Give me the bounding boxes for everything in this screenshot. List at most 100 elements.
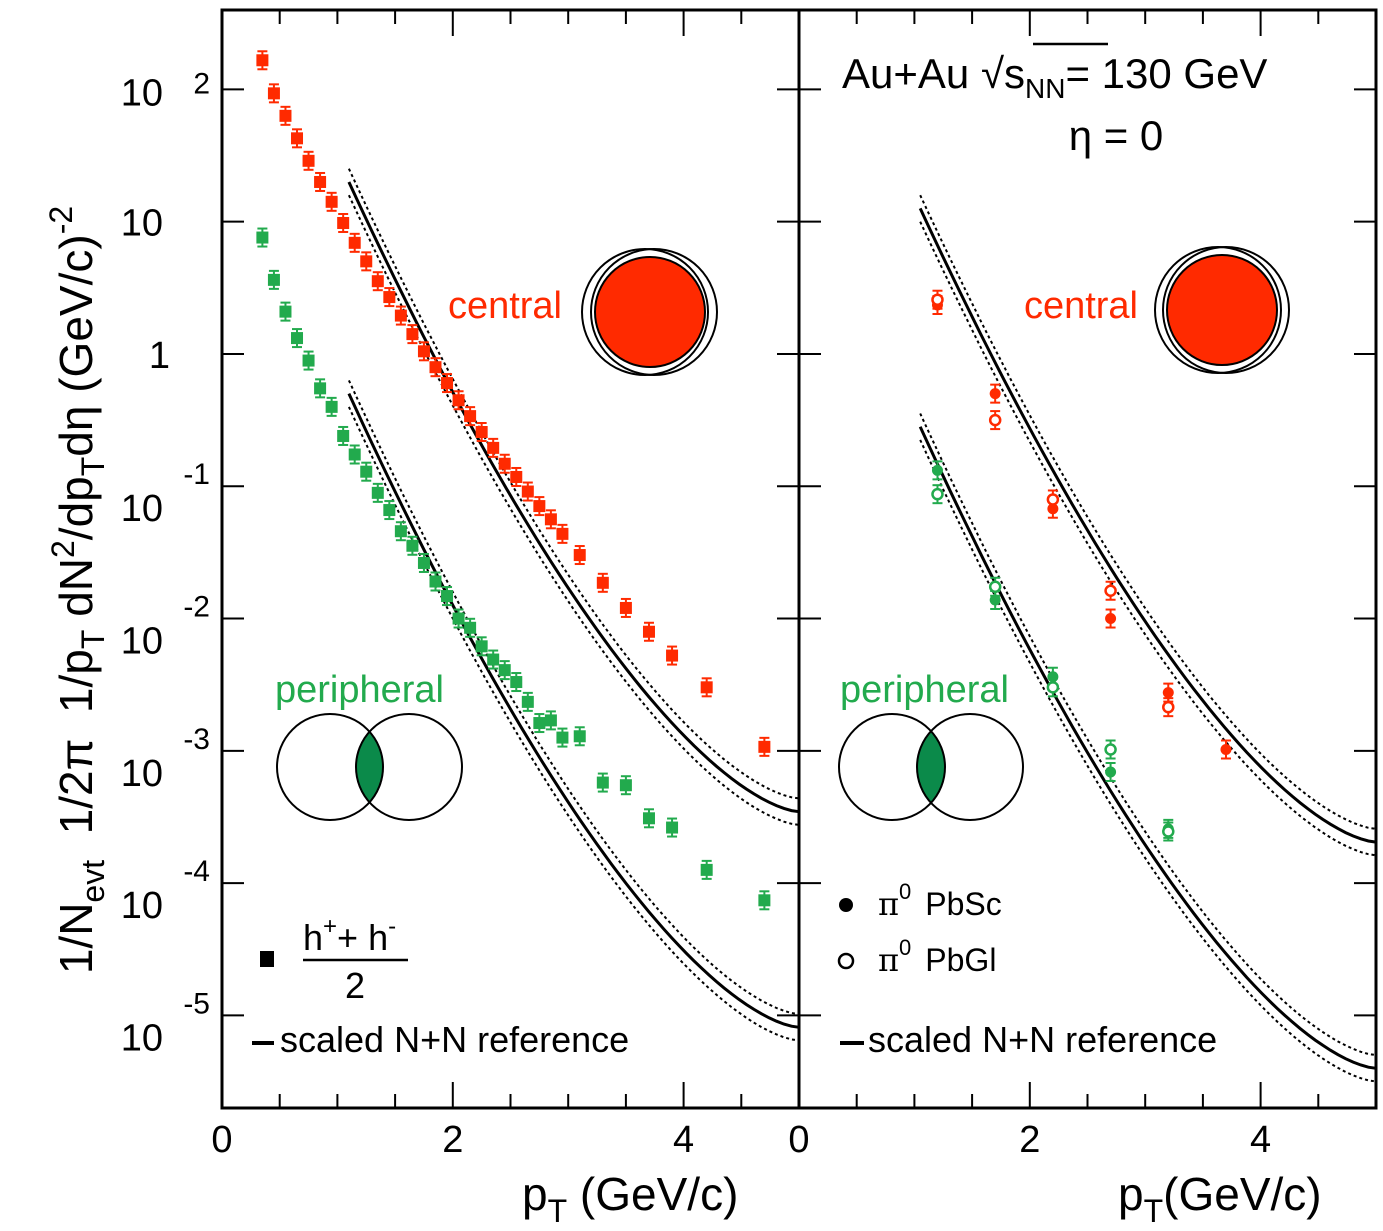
data-point-peripheral [348,448,361,461]
data-point-central-PbSc [1220,743,1232,755]
data-point-central [573,549,586,562]
data-point-central [619,601,632,614]
central-label-left: central [448,285,562,327]
right-panel-title: Au+Au √sNN= 130 GeV [842,50,1267,104]
data-point-peripheral-PbGl [931,487,944,501]
central-collision-icon-right [1154,246,1290,374]
data-point-peripheral [417,556,430,569]
data-point-central [371,275,384,288]
data-point-peripheral [325,400,338,413]
y-tick-label: 10 [121,1017,163,1059]
data-point-central [700,681,713,694]
reference-band-upper-central [347,168,800,800]
x-tick-labels: 0 2 4 0 2 4 [211,1119,1271,1161]
data-point-central-PbGl [988,413,1002,427]
x-tick-label: 4 [1250,1119,1271,1161]
legend-square-marker [260,951,274,967]
data-point-central [348,236,361,249]
reference-curve-central [918,207,1377,844]
x-tick-label: 2 [442,1119,463,1161]
y-axis-title: 1/Nevt 1/2π 1/pT dN2/dpTdη (GeV/c)-2 [43,206,111,974]
y-tick-label: 10 [121,72,163,114]
data-point-peripheral [337,429,350,442]
reference-band-upper-peripheral [919,413,1377,1057]
data-point-central [406,328,419,341]
reference-band-lower-peripheral [347,406,800,1042]
data-point-central [452,394,465,407]
left-reference-curves [347,168,800,1042]
data-point-peripheral [521,695,534,708]
left-data-points [256,50,771,911]
data-point-central [314,175,327,188]
data-point-peripheral [666,821,679,834]
x-tick-label: 0 [211,1119,232,1161]
data-point-central [441,377,454,390]
data-point-peripheral [700,863,713,876]
data-point-central [429,361,442,374]
left-legend: h++ h- 2 scaled N+N reference [252,913,629,1060]
data-point-central [487,441,500,454]
data-point-peripheral [510,676,523,689]
data-point-peripheral-PbGl [1162,825,1175,838]
reference-band-upper-peripheral [347,379,800,1016]
reference-band-upper-central [919,194,1377,830]
data-point-central [279,109,292,122]
data-point-central [475,426,488,439]
data-point-central-PbSc [989,388,1001,400]
data-point-peripheral [556,731,569,744]
data-point-central-PbSc [1105,613,1117,625]
legend-hadron-denominator: 2 [345,965,365,1006]
data-point-central [383,291,396,304]
data-point-central-PbGl [1104,584,1117,597]
data-point-peripheral-PbGl [988,580,1002,594]
y-tick-exponent: -1 [183,458,210,491]
data-point-central-PbGl [931,293,944,306]
data-point-peripheral [314,382,327,395]
data-point-peripheral [498,664,511,677]
y-tick-exponent: 2 [193,67,210,100]
data-point-central [521,485,534,498]
y-tick-label: 10 [121,753,163,795]
data-point-peripheral-PbGl [1104,743,1117,756]
data-point-peripheral [573,730,586,743]
data-point-central [596,576,609,589]
data-point-peripheral [267,273,280,286]
right-panel-subtitle: η = 0 [1069,112,1164,159]
x-axis-title-left: pT (GeV/c) [522,1168,738,1229]
x-axis-title-right: pT(GeV/c) [1118,1168,1322,1229]
data-point-central-PbSc [1162,687,1174,699]
data-point-peripheral-PbSc [989,594,1001,606]
data-point-central [291,132,304,145]
central-collision-icon-left [581,248,718,376]
reference-band-lower-central [347,194,800,826]
data-point-peripheral [487,653,500,666]
peripheral-label-left: peripheral [275,669,444,711]
data-point-central [360,255,373,268]
data-point-central [498,457,511,470]
data-point-central [267,87,280,100]
peripheral-label-right: peripheral [840,669,1009,711]
data-point-peripheral-PbSc [931,464,943,476]
data-point-central [417,345,430,358]
data-point-peripheral [383,504,396,517]
central-label-right: central [1024,285,1138,327]
reference-band-lower-peripheral [919,439,1377,1083]
x-tick-label: 2 [1019,1119,1040,1161]
reference-band-lower-central [919,221,1377,857]
right-data-points [931,289,1232,842]
y-tick-exponent: -5 [183,987,210,1020]
data-point-peripheral-PbSc [1105,766,1117,778]
y-tick-exponent: -2 [183,591,210,624]
data-point-peripheral [452,612,465,625]
data-point-central [544,513,557,526]
data-point-peripheral [642,812,655,825]
data-point-central [302,154,315,167]
y-tick-label: 10 [121,621,163,663]
data-point-central [256,54,269,67]
y-tick-label: 1 [149,335,170,377]
legend-hadron-numerator: h++ h- [303,913,396,958]
y-tick-label: 10 [121,488,163,530]
data-point-peripheral [279,305,292,318]
legend-pbgl-label: π0 PbGl [878,935,996,979]
data-point-central [464,410,477,423]
